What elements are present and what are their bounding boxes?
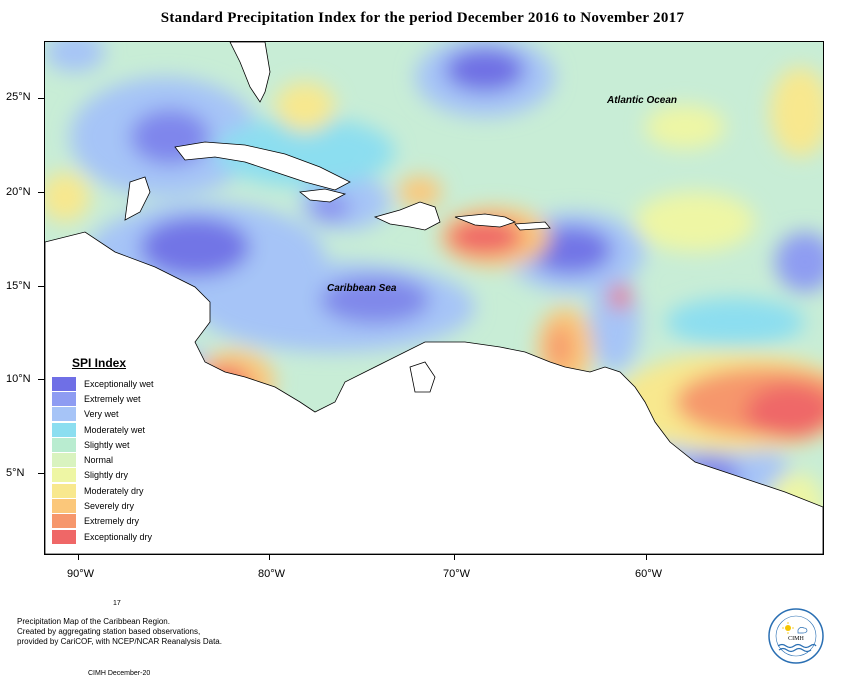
lat-tick [38, 98, 44, 99]
legend-label: Severely dry [84, 501, 135, 512]
legend-label: Moderately wet [84, 424, 146, 435]
legend-swatch [52, 499, 76, 514]
legend-item: Moderately wet [52, 422, 167, 437]
legend-swatch [52, 483, 76, 498]
legend-item: Exceptionally wet [52, 376, 167, 391]
legend-label: Extremely dry [84, 516, 140, 527]
lat-label-25n: 25°N [6, 91, 31, 103]
lon-label-90w: 90°W [67, 568, 95, 580]
legend-label: Moderately dry [84, 485, 144, 496]
caribbean-sea-label: Caribbean Sea [327, 283, 397, 294]
lat-tick [38, 379, 44, 380]
lon-tick [646, 554, 647, 560]
lon-label-80w: 80°W [258, 568, 286, 580]
legend-swatch [52, 514, 76, 529]
land-masses [45, 42, 823, 554]
legend-swatch [52, 391, 76, 406]
lat-label-5n: 5°N [6, 467, 25, 479]
legend-item: Slightly wet [52, 437, 167, 452]
legend-label: Exceptionally dry [84, 531, 153, 542]
legend-swatch [52, 422, 76, 437]
atlantic-ocean-label: Atlantic Ocean [607, 95, 678, 106]
legend-item: Normal [52, 452, 167, 468]
legend-label: Exceptionally wet [84, 378, 154, 389]
legend-swatch [52, 529, 76, 544]
spi-map: Atlantic Ocean Caribbean Sea [44, 41, 824, 555]
cimh-logo: CIMH [768, 608, 824, 664]
lon-tick [78, 554, 79, 560]
lon-label-60w: 60°W [635, 568, 663, 580]
spi-map-canvas [45, 42, 823, 554]
legend-label: Slightly dry [84, 470, 129, 481]
credit-line: Created by aggregating station based obs… [17, 627, 201, 636]
lat-label-20n: 20°N [6, 186, 31, 198]
legend-title: SPI Index [72, 356, 127, 370]
credit-line: provided by CariCOF, with NCEP/NCAR Rean… [17, 637, 222, 646]
logo-text: CIMH [788, 636, 804, 642]
legend-swatch [52, 453, 76, 468]
legend-item: Very wet [52, 407, 167, 422]
legend-label: Slightly wet [84, 439, 130, 450]
lon-tick [269, 554, 270, 560]
lat-tick [38, 286, 44, 287]
legend-item: Slightly dry [52, 468, 167, 483]
map-title: Standard Precipitation Index for the per… [160, 10, 685, 26]
legend-label: Normal [84, 455, 114, 466]
lat-tick [38, 473, 44, 474]
lon-label-70w: 70°W [443, 568, 471, 580]
lon-tick [454, 554, 455, 560]
legend-swatch [52, 468, 76, 483]
legend-item: Moderately dry [52, 483, 167, 498]
credit-date: CIMH December-20 [88, 670, 151, 677]
legend-item: Extremely wet [52, 391, 167, 406]
credit-text: Precipitation Map of the Caribbean Regio… [17, 617, 222, 647]
legend-item: Extremely dry [52, 514, 167, 529]
legend-item: Severely dry [52, 498, 167, 514]
legend-item: Exceptionally dry [52, 529, 167, 544]
legend-swatch [52, 407, 76, 422]
legend-label: Very wet [84, 409, 119, 420]
spi-legend: SPI Index Exceptionally wet Extremely wet… [52, 356, 167, 544]
lat-label-15n: 15°N [6, 280, 31, 292]
credit-number: 17 [113, 600, 121, 607]
legend-swatch [52, 437, 76, 452]
legend-swatch [52, 376, 76, 391]
lat-tick [38, 192, 44, 193]
lat-label-10n: 10°N [6, 373, 31, 385]
credit-line: Precipitation Map of the Caribbean Regio… [17, 617, 170, 626]
legend-label: Extremely wet [84, 393, 141, 404]
legend-items: Exceptionally wet Extremely wet Very wet Mo… [52, 376, 167, 544]
